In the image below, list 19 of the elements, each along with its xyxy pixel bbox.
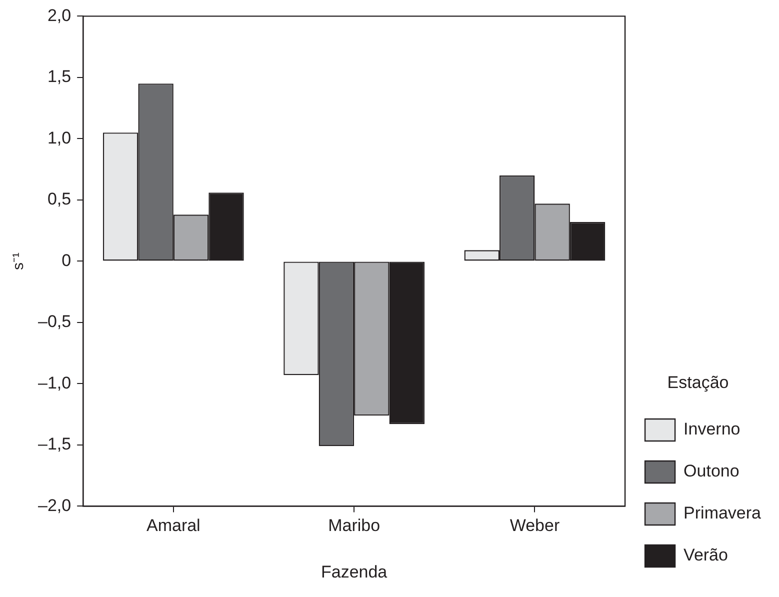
x-axis-title: Fazenda	[320, 562, 388, 582]
y-tick-label: 1,5	[47, 67, 72, 86]
legend-label: Primavera	[684, 504, 762, 523]
y-tick-label: 0	[62, 250, 72, 270]
y-tick-label: 0,5	[47, 190, 72, 209]
y-axis-title: s⁻¹	[10, 252, 28, 270]
legend-label: Verão	[684, 546, 728, 565]
legend-title: Estação	[667, 372, 729, 392]
y-tick-label: –1,5	[38, 434, 72, 454]
y-tick-label: –0,5	[38, 312, 72, 332]
y-tick-label: –1,0	[38, 373, 72, 392]
x-tick-label: Weber	[510, 516, 560, 536]
legend-label: Outono	[684, 462, 740, 481]
y-tick-label: –2,0	[38, 496, 72, 515]
legend-label: Inverno	[684, 420, 740, 439]
y-tick-label: 2,0	[47, 6, 72, 25]
y-tick-label: 1,0	[47, 128, 72, 148]
x-tick-label: Amaral	[146, 516, 200, 536]
x-tick-label: Maribo	[328, 516, 380, 536]
